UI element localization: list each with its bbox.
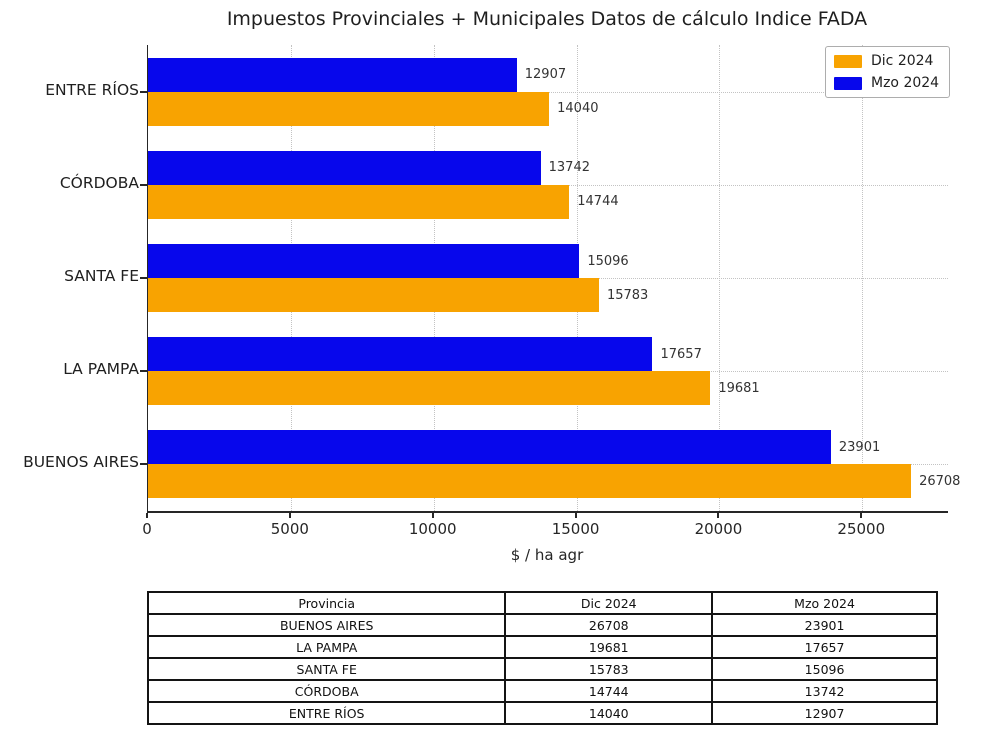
table-cell: 26708 [504,613,714,637]
table-header-row: Provincia Dic 2024 Mzo 2024 [146,591,938,615]
y-tick [140,463,147,466]
bar-value-label: 14744 [577,194,619,210]
table-row: SANTA FE 15783 15096 [146,657,938,681]
bar-dic-2024 [148,184,570,219]
table-cell: LA PAMPA [146,635,507,659]
x-tick-label: 25000 [837,520,886,538]
plot-area: 12907 13742 15096 17657 23901 14040 14744 15783… [147,45,960,513]
table-cell: ENTRE RÍOS [146,701,507,725]
table-cell: 14744 [504,679,714,703]
legend-item-mzo-2024: Mzo 2024 [834,75,939,91]
x-tick [860,513,863,518]
bar-row-dic-2024: 15783 [148,278,948,312]
table-cell: CÓRDOBA [146,679,507,703]
bar-value-label: 12907 [524,67,567,83]
bar-value-label: 13742 [548,160,590,176]
x-tick [574,513,577,518]
x-axis-label: $ / ha agr [510,546,584,564]
legend-label: Mzo 2024 [871,75,940,91]
bar-value-label: 26708 [919,473,961,489]
bar-dic-2024 [148,91,550,126]
table-header-cell: Dic 2024 [504,591,714,615]
y-tick [140,370,147,373]
x-tick-label: 0 [142,520,152,538]
y-tick [140,277,147,279]
table-row: BUENOS AIRES 26708 23901 [146,613,938,637]
bar-value-label: 14040 [557,101,599,117]
legend-swatch-mzo-2024 [834,76,862,90]
legend-swatch-dic-2024 [834,54,862,68]
bar-row-mzo-2024: 13742 [148,150,948,185]
table-row: CÓRDOBA 14744 13742 [146,679,938,703]
table-header-cell: Mzo 2024 [711,591,938,615]
y-tick [140,183,147,186]
x-tick [431,513,434,518]
table-cell: 13742 [711,679,938,703]
bar-row-dic-2024: 19681 [148,371,948,406]
table-cell: 23901 [711,613,938,637]
table-head: Provincia Dic 2024 Mzo 2024 [146,591,938,615]
table-cell: BUENOS AIRES [146,613,507,637]
bar-row-mzo-2024: 23901 [148,430,948,465]
bar-value-label: 15783 [606,287,649,303]
bar-mzo-2024 [148,150,541,185]
bar-dic-2024 [148,464,912,499]
y-axis-label: LA PAMPA [63,360,139,379]
data-table: Provincia Dic 2024 Mzo 2024 BUENOS AIRES 26… [146,591,938,725]
bar-value-label: 17657 [660,346,702,362]
y-axis-label: ENTRE RÍOS [45,80,139,99]
legend-item-dic-2024: Dic 2024 [834,53,939,69]
x-tick-label: 15000 [551,520,600,538]
chart-title: Impuestos Provinciales + Municipales Dat… [226,8,868,30]
x-tick [146,513,148,518]
table-row: LA PAMPA 19681 17657 [146,635,938,659]
y-axis-label: SANTA FE [64,267,139,285]
y-tick [140,90,147,93]
bar-row-mzo-2024: 12907 [148,57,948,92]
table-cell: 15096 [711,657,938,681]
table-cell: 19681 [504,635,714,659]
table-cell: SANTA FE [146,657,507,681]
table-cell: 14040 [504,701,714,725]
legend-label: Dic 2024 [871,53,934,69]
bar-mzo-2024 [148,57,517,92]
x-tick-label: 10000 [408,520,457,538]
table-cell: 15783 [504,657,714,681]
x-tick-label: 5000 [270,520,309,538]
bar-value-label: 23901 [838,439,881,455]
bar-row-dic-2024: 14744 [148,184,948,219]
bar-value-label: 19681 [718,380,760,396]
table-body: BUENOS AIRES 26708 23901 LA PAMPA 19681 17657… [146,613,938,725]
x-tick-label: 20000 [694,520,743,538]
legend: Dic 2024 Mzo 2024 [825,46,951,98]
y-axis-label: BUENOS AIRES [23,453,139,472]
bar-mzo-2024 [148,244,580,278]
x-tick [717,513,720,518]
table-cell: 17657 [711,635,938,659]
x-tick [288,513,291,518]
bar-mzo-2024 [148,337,653,372]
bar-row-mzo-2024: 15096 [148,244,948,278]
table-row: ENTRE RÍOS 14040 12907 [146,701,938,725]
bar-row-mzo-2024: 17657 [148,337,948,372]
bar-mzo-2024 [148,430,831,465]
bar-value-label: 15096 [587,253,629,269]
bar-dic-2024 [148,371,711,406]
y-axis-label: CÓRDOBA [59,173,139,192]
bar-row-dic-2024: 14040 [148,91,948,126]
bar-dic-2024 [148,278,599,312]
table-cell: 12907 [711,701,938,725]
bar-row-dic-2024: 26708 [148,464,960,499]
table-header-cell: Provincia [146,591,507,615]
